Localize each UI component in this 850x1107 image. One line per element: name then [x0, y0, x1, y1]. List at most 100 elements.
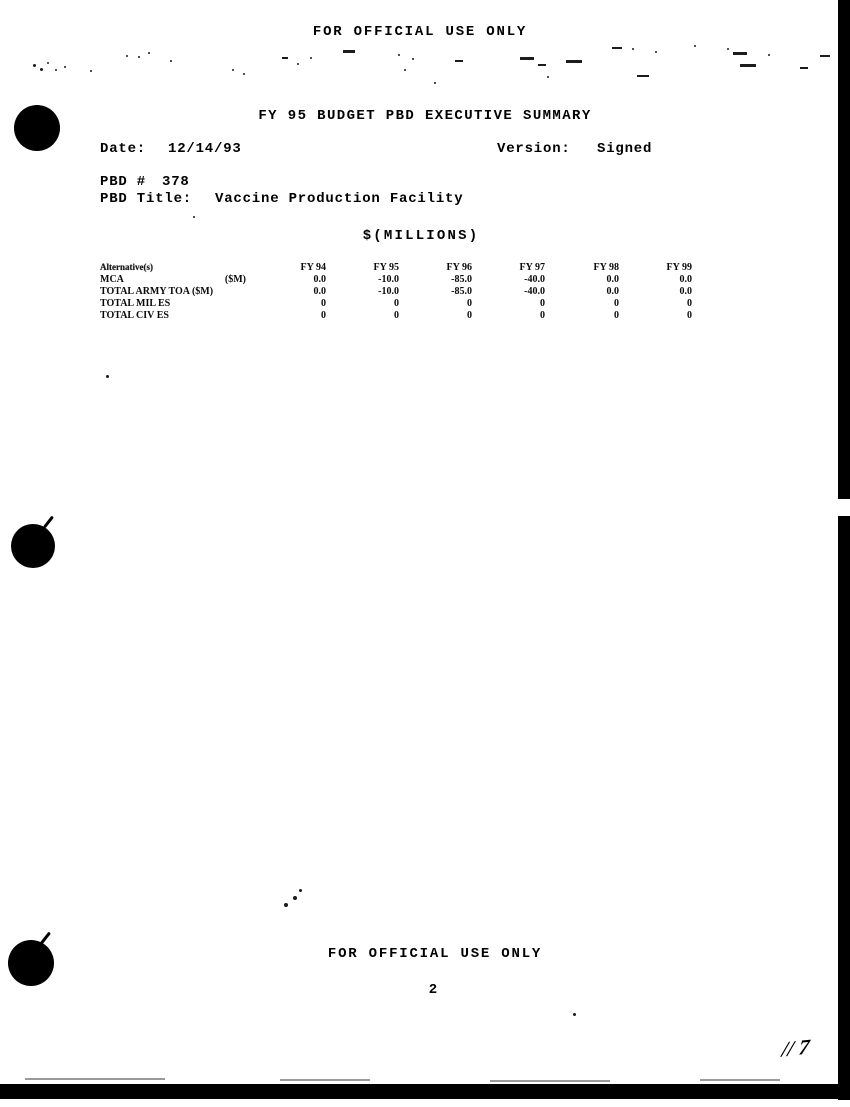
scan-streak [490, 1080, 610, 1082]
scan-noise-dot [232, 69, 234, 71]
table-row-label: TOTAL ARMY TOA ($M) [100, 286, 214, 297]
table-cell: -85.0 [451, 274, 472, 285]
table-cell: 0 [540, 310, 545, 321]
table-cell: 0.0 [313, 274, 327, 285]
table-cell: 0 [614, 310, 619, 321]
scan-noise-dot [33, 64, 36, 67]
scan-noise-dot [284, 903, 288, 907]
pbd-number-value: 378 [162, 174, 190, 190]
table-cell: 0 [540, 298, 545, 309]
scan-noise-dash [637, 75, 649, 77]
scan-noise-dash [740, 64, 756, 67]
scan-noise-dot [727, 48, 729, 50]
hole-punch-bottom [8, 940, 54, 986]
table-row-label: MCA [100, 274, 124, 285]
hole-punch-top [14, 105, 60, 151]
table-cell: 0 [687, 298, 692, 309]
scan-noise-dot [573, 1013, 576, 1016]
scan-noise-dash [800, 67, 808, 69]
handwritten-note: // 7 [780, 1034, 811, 1062]
table-row-label: TOTAL MIL ES [100, 298, 171, 309]
table-cell: -40.0 [524, 286, 545, 297]
pbd-number-label: PBD # [100, 174, 147, 190]
table-row-header: Alternative(s) [100, 262, 153, 272]
table-cell: 0.0 [679, 286, 693, 297]
table-cell: -10.0 [378, 274, 399, 285]
table-cell: 0 [687, 310, 692, 321]
scan-noise-dot [64, 66, 66, 68]
scan-noise-dot [299, 889, 302, 892]
scan-noise-dot [40, 68, 43, 71]
scan-noise-dot [47, 62, 49, 64]
table-column-header: FY 94 [300, 262, 326, 273]
date-value: 12/14/93 [168, 141, 242, 157]
scan-noise-dot [243, 73, 245, 75]
version-value: Signed [597, 141, 653, 157]
scan-streak [280, 1079, 370, 1081]
scan-streak [25, 1078, 165, 1080]
scan-noise-dash [820, 55, 830, 57]
scan-edge-bottom [0, 1084, 850, 1099]
scan-edge-notch [829, 499, 850, 516]
scan-noise-dash [520, 57, 534, 60]
table-cell: -40.0 [524, 274, 545, 285]
table-row: TOTAL CIV ES 0 0 0 0 0 0 [0, 310, 850, 322]
scan-noise-dot [694, 45, 696, 47]
table-row: MCA ($M) 0.0 -10.0 -85.0 -40.0 0.0 0.0 [0, 274, 850, 286]
scan-noise-dash [566, 60, 582, 63]
table-column-header: FY 99 [666, 262, 692, 273]
document-title: FY 95 BUDGET PBD EXECUTIVE SUMMARY [258, 108, 592, 124]
table-column-header: FY 97 [519, 262, 545, 273]
scan-noise-dash [733, 52, 747, 55]
scan-noise-dot [434, 82, 436, 84]
table-column-header: FY 95 [373, 262, 399, 273]
scan-noise-dash [612, 47, 622, 49]
table-cell: 0.0 [606, 274, 620, 285]
table-row: TOTAL ARMY TOA ($M) 0.0 -10.0 -85.0 -40.0 0.0… [0, 286, 850, 298]
budget-table: Alternative(s) FY 94 FY 95 FY 96 FY 97 FY 98 F… [0, 0, 850, 330]
table-cell: 0 [321, 310, 326, 321]
scan-noise-dot [126, 55, 128, 57]
table-cell: -85.0 [451, 286, 472, 297]
hole-punch-bottom-tail [40, 931, 51, 945]
table-cell: -10.0 [378, 286, 399, 297]
scan-noise-dot [55, 69, 57, 71]
scan-noise-dot [404, 69, 406, 71]
hole-punch-middle-tail [43, 515, 54, 529]
table-column-header: FY 96 [446, 262, 472, 273]
table-cell: 0 [614, 298, 619, 309]
pbd-title-label: PBD Title: [100, 191, 193, 207]
table-column-header: FY 98 [593, 262, 619, 273]
scan-noise-dot [193, 216, 195, 218]
scan-noise-dot [90, 70, 92, 72]
scan-noise-dot [293, 896, 297, 900]
scan-noise-dot [398, 54, 400, 56]
scan-noise-dot [148, 52, 150, 54]
date-label: Date: [100, 141, 147, 157]
page-number: 2 [428, 982, 438, 998]
table-cell: 0 [467, 310, 472, 321]
scan-noise-dash [282, 57, 288, 59]
scan-noise-dot [138, 56, 140, 58]
table-cell: 0 [394, 310, 399, 321]
hole-punch-middle [11, 524, 55, 568]
scan-noise-dot [310, 57, 312, 59]
scan-noise-dot [655, 51, 657, 53]
scan-noise-dot [106, 375, 109, 378]
pbd-title-value: Vaccine Production Facility [215, 191, 464, 207]
table-cell: 0 [321, 298, 326, 309]
units-heading: $(MILLIONS) [362, 228, 480, 244]
table-cell: 0.0 [679, 274, 693, 285]
table-cell: 0 [467, 298, 472, 309]
scan-noise-dot [768, 54, 770, 56]
table-row: TOTAL MIL ES 0 0 0 0 0 0 [0, 298, 850, 310]
scan-noise-dot [632, 48, 634, 50]
scan-noise-dot [547, 76, 549, 78]
scan-edge-right [838, 0, 850, 1100]
table-cell: 0.0 [606, 286, 620, 297]
scan-noise-dot [297, 63, 299, 65]
table-row-unit: ($M) [224, 274, 246, 285]
classification-banner-bottom: FOR OFFICIAL USE ONLY [327, 946, 543, 962]
table-cell: 0 [394, 298, 399, 309]
